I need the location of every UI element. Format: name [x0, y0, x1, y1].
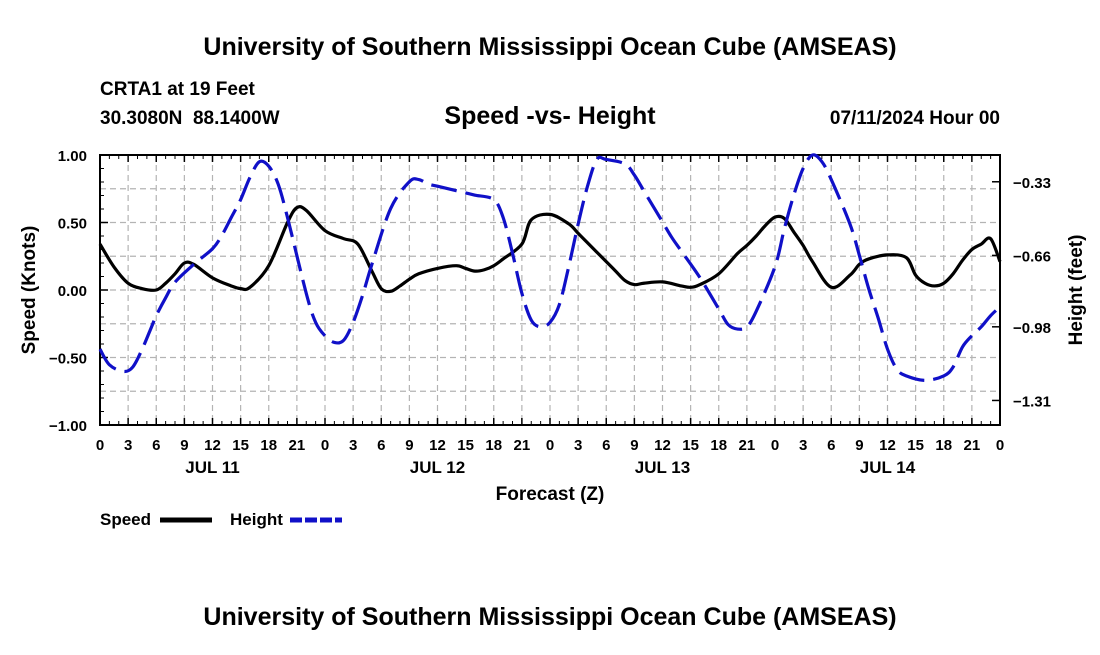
x-tick-label: 15	[682, 437, 699, 454]
x-tick-label: 3	[799, 437, 807, 454]
series-line-speed	[98, 205, 1002, 294]
x-tick-label: 21	[514, 437, 531, 454]
grid-layer	[100, 155, 1000, 425]
x-tick-label: 18	[710, 437, 727, 454]
y2-tick-label: −0.98	[1013, 320, 1051, 337]
x-tick-label: 12	[429, 437, 446, 454]
x-tick-label: 9	[405, 437, 413, 454]
date-label: JUL 11	[185, 458, 240, 477]
legend-speed-label: Speed	[100, 510, 151, 529]
series-layer	[98, 153, 1002, 382]
series-line-height	[98, 153, 1002, 382]
y-tick-label: 1.00	[58, 148, 87, 165]
x-axis-title: Forecast (Z)	[496, 484, 605, 505]
date-label: JUL 12	[410, 458, 465, 477]
x-tick-label: 6	[827, 437, 835, 454]
x-tick-label: 9	[180, 437, 188, 454]
x-tick-label: 15	[232, 437, 249, 454]
x-tick-label: 12	[204, 437, 221, 454]
y-tick-label: −1.00	[49, 418, 87, 435]
x-tick-label: 0	[321, 437, 329, 454]
date-label: JUL 13	[635, 458, 690, 477]
x-tick-label: 18	[485, 437, 502, 454]
x-tick-label: 6	[602, 437, 610, 454]
x-tick-label: 12	[879, 437, 896, 454]
y2-tick-label: −0.66	[1013, 248, 1051, 265]
x-tick-label: 0	[771, 437, 779, 454]
x-tick-label: 21	[289, 437, 306, 454]
x-tick-label: 21	[739, 437, 756, 454]
x-tick-label: 0	[96, 437, 104, 454]
x-tick-label: 12	[654, 437, 671, 454]
x-tick-label: 21	[964, 437, 981, 454]
y2-tick-label: −1.31	[1013, 393, 1051, 410]
x-tick-label: 15	[907, 437, 924, 454]
x-tick-label: 15	[457, 437, 474, 454]
x-tick-label: 0	[996, 437, 1004, 454]
labels-layer: 0 3 6 9 12 15 18 21 0 3 6 9 12 15 18 21 0 3 6 9 12 15 18 21 0 3 6 9…	[49, 148, 1051, 477]
x-tick-label: 6	[152, 437, 160, 454]
x-tick-label: 18	[260, 437, 277, 454]
x-tick-label: 6	[377, 437, 385, 454]
x-tick-label: 9	[855, 437, 863, 454]
y-tick-label: 0.50	[58, 216, 87, 233]
x-tick-label: 3	[574, 437, 582, 454]
y-axis-title: Speed (Knots)	[19, 226, 40, 355]
x-tick-label: 0	[546, 437, 554, 454]
coordinates-label: 30.3080N 88.1400W	[100, 108, 280, 129]
ticks-layer	[99, 154, 1001, 426]
datetime-label: 07/11/2024 Hour 00	[830, 108, 1000, 129]
x-tick-label: 18	[935, 437, 952, 454]
x-tick-label: 9	[630, 437, 638, 454]
date-label: JUL 14	[860, 458, 916, 477]
y-tick-label: −0.50	[49, 351, 87, 368]
legend: Speed Height	[100, 510, 342, 529]
x-tick-label: 3	[349, 437, 357, 454]
page-title: University of Southern Mississippi Ocean…	[203, 33, 896, 61]
chart-title: Speed -vs- Height	[444, 102, 656, 130]
legend-height-label: Height	[230, 510, 283, 529]
y2-tick-label: −0.33	[1013, 175, 1051, 192]
station-label: CRTA1 at 19 Feet	[100, 79, 256, 100]
x-tick-label: 3	[124, 437, 132, 454]
y2-axis-title: Height (feet)	[1066, 235, 1087, 346]
y-tick-label: 0.00	[58, 283, 87, 300]
footer-title: University of Southern Mississippi Ocean…	[203, 603, 896, 631]
